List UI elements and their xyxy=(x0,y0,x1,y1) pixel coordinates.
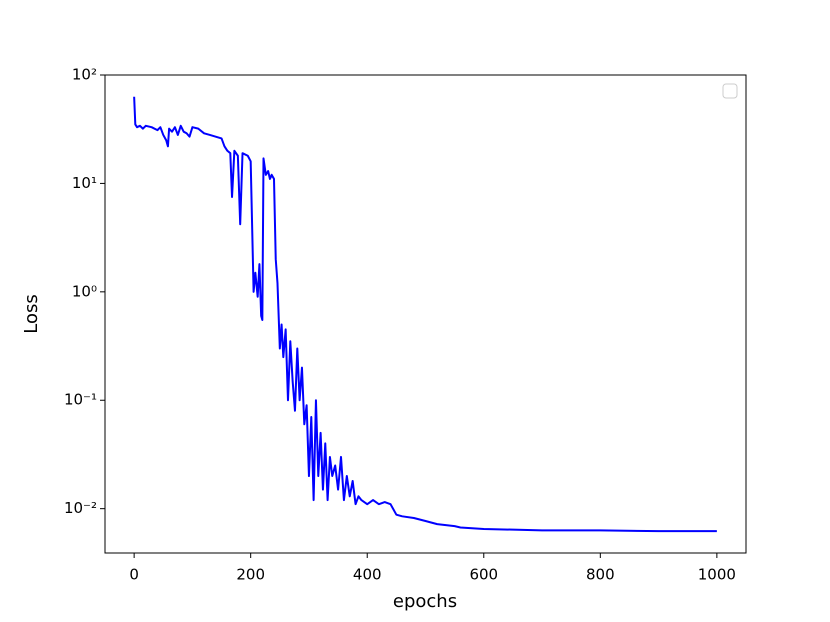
x-tick-label: 0 xyxy=(129,566,139,584)
y-tick-label: 10² xyxy=(72,66,97,84)
loss-line xyxy=(133,96,717,533)
x-tick-label: 200 xyxy=(236,566,265,584)
y-tick-label: 10⁰ xyxy=(72,282,97,300)
x-tick-label: 600 xyxy=(469,566,498,584)
x-tick-label: 400 xyxy=(353,566,382,584)
y-tick-label: 10¹ xyxy=(72,174,97,192)
x-axis-label: epochs xyxy=(393,591,457,612)
x-tick-label: 800 xyxy=(586,566,615,584)
x-tick-label: 1000 xyxy=(698,566,736,584)
y-tick-label: 10⁻² xyxy=(64,499,97,517)
legend-box xyxy=(722,83,738,99)
y-axis-label: Loss xyxy=(21,294,42,333)
plot-frame xyxy=(104,74,747,554)
y-tick-label: 10⁻¹ xyxy=(64,391,97,409)
